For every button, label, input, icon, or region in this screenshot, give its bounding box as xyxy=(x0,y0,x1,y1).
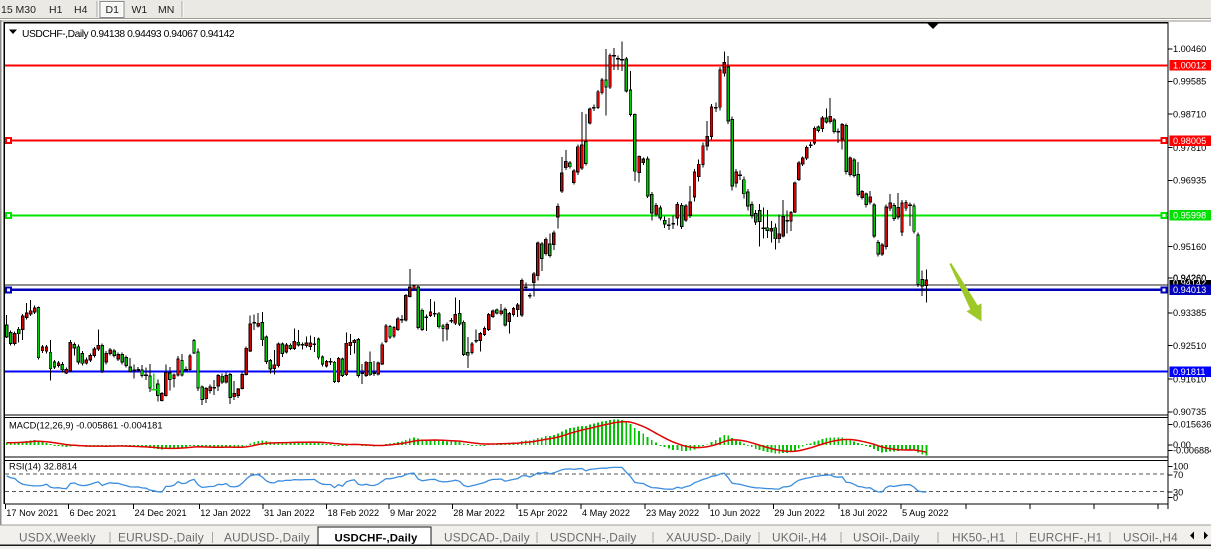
svg-text:-0.006884: -0.006884 xyxy=(1173,446,1211,456)
svg-text:0.00: 0.00 xyxy=(1173,440,1191,450)
svg-text:30: 30 xyxy=(1173,487,1183,497)
svg-text:H4: H4 xyxy=(74,4,88,16)
svg-text:0.92510: 0.92510 xyxy=(1173,341,1206,351)
svg-text:0.94260: 0.94260 xyxy=(1173,273,1206,283)
svg-text:1.00012: 1.00012 xyxy=(1173,61,1206,71)
svg-text:EURCHF-,H1: EURCHF-,H1 xyxy=(1029,531,1102,545)
svg-text:USDCNH-,Daily: USDCNH-,Daily xyxy=(550,531,637,545)
svg-text:0.94013: 0.94013 xyxy=(1173,285,1206,295)
svg-text:USOil-,H4: USOil-,H4 xyxy=(1123,531,1178,545)
svg-text:W1: W1 xyxy=(132,4,148,16)
svg-text:MACD(12,26,9) -0.005861 -0.004: MACD(12,26,9) -0.005861 -0.004181 xyxy=(9,421,163,431)
svg-text:0.96935: 0.96935 xyxy=(1173,176,1206,186)
svg-text:H1: H1 xyxy=(49,4,63,16)
svg-text:29 Jun 2022: 29 Jun 2022 xyxy=(774,508,825,518)
svg-text:24 Dec 2021: 24 Dec 2021 xyxy=(135,508,187,518)
svg-text:31 Jan 2022: 31 Jan 2022 xyxy=(264,508,315,518)
svg-text:12 Jan 2022: 12 Jan 2022 xyxy=(200,508,251,518)
svg-text:AUDUSD-,Daily: AUDUSD-,Daily xyxy=(224,531,310,545)
svg-text:15: 15 xyxy=(1,4,13,16)
svg-text:100: 100 xyxy=(1173,462,1188,472)
svg-text:4 May 2022: 4 May 2022 xyxy=(582,508,630,518)
svg-text:0.98710: 0.98710 xyxy=(1173,109,1206,119)
svg-text:USDCHF-,Daily: USDCHF-,Daily xyxy=(335,533,419,545)
svg-text:USDX,Weekly: USDX,Weekly xyxy=(19,531,96,545)
svg-text:0.98005: 0.98005 xyxy=(1173,136,1206,146)
svg-text:M30: M30 xyxy=(16,4,37,16)
svg-text:0.91610: 0.91610 xyxy=(1173,374,1206,384)
svg-text:1.00460: 1.00460 xyxy=(1173,44,1206,54)
svg-text:0.015636: 0.015636 xyxy=(1173,420,1211,430)
svg-text:RSI(14) 32.8814: RSI(14) 32.8814 xyxy=(9,462,77,472)
svg-text:USOil-,Daily: USOil-,Daily xyxy=(853,531,920,545)
svg-text:10 Jun 2022: 10 Jun 2022 xyxy=(710,508,761,518)
svg-text:0: 0 xyxy=(1173,493,1178,503)
svg-text:XAUUSD-,Daily: XAUUSD-,Daily xyxy=(666,531,751,545)
svg-text:5 Aug 2022: 5 Aug 2022 xyxy=(902,508,949,518)
svg-text:18 Feb 2022: 18 Feb 2022 xyxy=(328,508,380,518)
svg-text:0.90735: 0.90735 xyxy=(1173,407,1206,417)
svg-text:MN: MN xyxy=(158,4,174,16)
svg-text:0.94142: 0.94142 xyxy=(1173,278,1206,288)
svg-text:6 Dec 2021: 6 Dec 2021 xyxy=(70,508,117,518)
svg-text:D1: D1 xyxy=(106,4,120,16)
svg-text:UKOil-,H4: UKOil-,H4 xyxy=(772,531,827,545)
svg-text:0.91811: 0.91811 xyxy=(1173,367,1206,377)
svg-text:17 Nov 2021: 17 Nov 2021 xyxy=(6,508,58,518)
svg-text:USDCAD-,Daily: USDCAD-,Daily xyxy=(444,531,530,545)
svg-text:15 Apr 2022: 15 Apr 2022 xyxy=(518,508,568,518)
svg-text:9 Mar 2022: 9 Mar 2022 xyxy=(390,508,436,518)
svg-text:0.95160: 0.95160 xyxy=(1173,242,1206,252)
svg-text:70: 70 xyxy=(1173,470,1183,480)
svg-text:18 Jul 2022: 18 Jul 2022 xyxy=(840,508,888,518)
svg-text:0.99585: 0.99585 xyxy=(1173,77,1206,87)
svg-text:EURUSD-,Daily: EURUSD-,Daily xyxy=(118,531,204,545)
svg-text:23 May 2022: 23 May 2022 xyxy=(646,508,699,518)
svg-text:USDCHF-,Daily 0.94138 0.94493: USDCHF-,Daily 0.94138 0.94493 0.94067 0.… xyxy=(22,29,235,40)
svg-text:0.94260: 0.94260 xyxy=(1173,273,1206,283)
svg-text:HK50-,H1: HK50-,H1 xyxy=(952,531,1005,545)
svg-text:0.97810: 0.97810 xyxy=(1173,143,1206,153)
svg-text:0.93385: 0.93385 xyxy=(1173,308,1206,318)
svg-text:0.95998: 0.95998 xyxy=(1173,211,1206,221)
svg-text:28 Mar 2022: 28 Mar 2022 xyxy=(453,508,505,518)
